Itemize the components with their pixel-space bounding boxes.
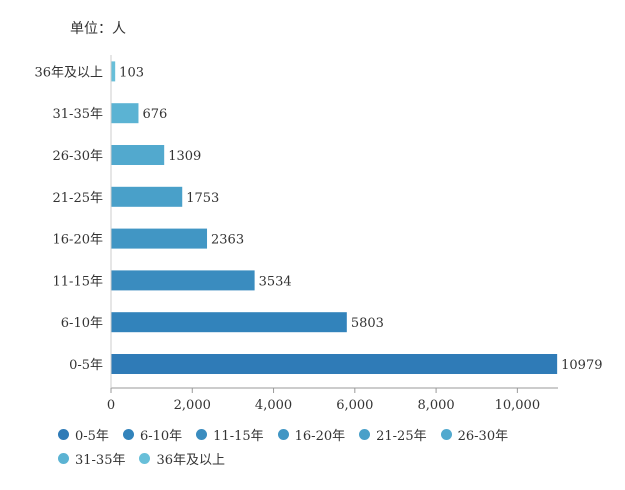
legend-item[interactable]: 11-15年 bbox=[196, 425, 264, 444]
legend-label: 11-15年 bbox=[213, 428, 264, 444]
value-label: 103 bbox=[119, 65, 144, 80]
legend-item[interactable]: 36年及以上 bbox=[139, 449, 226, 468]
legend-dot-icon bbox=[58, 452, 69, 464]
bar-31-35年[interactable] bbox=[111, 103, 139, 124]
legend-dot-icon bbox=[139, 452, 151, 464]
legend-dot-icon bbox=[277, 428, 289, 440]
value-label: 5803 bbox=[351, 316, 384, 331]
bar-6-10年[interactable] bbox=[111, 312, 347, 333]
value-label: 1309 bbox=[168, 149, 201, 164]
category-label: 36年及以上 bbox=[34, 65, 103, 80]
x-tick-label: 6,000 bbox=[336, 398, 373, 413]
legend-item[interactable]: 21-25年 bbox=[359, 425, 427, 444]
bar-26-30年[interactable] bbox=[111, 145, 165, 165]
category-label: 6-10年 bbox=[61, 316, 103, 331]
bar-21-25年[interactable] bbox=[111, 186, 183, 207]
x-tick-label: 4,000 bbox=[255, 398, 292, 413]
category-label: 16-20年 bbox=[53, 233, 103, 248]
category-label: 26-30年 bbox=[53, 149, 103, 164]
legend-label: 6-10年 bbox=[139, 428, 183, 444]
value-label: 1753 bbox=[186, 191, 219, 206]
legend-dot-icon bbox=[58, 428, 69, 440]
legend: 0-5年 6-10年 11-15年 16-20年 21-25年 26-30年 31-35年 3… bbox=[58, 425, 598, 468]
legend-dot-icon bbox=[440, 428, 452, 440]
legend-item[interactable]: 6-10年 bbox=[122, 425, 183, 444]
value-label: 10979 bbox=[561, 358, 602, 373]
legend-item[interactable]: 26-30年 bbox=[440, 425, 509, 444]
unit-label: 单位：人 bbox=[70, 21, 126, 37]
legend-item[interactable]: 16-20年 bbox=[277, 425, 346, 444]
value-label: 2363 bbox=[211, 233, 244, 248]
legend-item[interactable]: 0-5年 bbox=[58, 425, 109, 444]
legend-dot-icon bbox=[359, 428, 371, 440]
value-label: 3534 bbox=[259, 274, 292, 289]
bar-36年及以上[interactable] bbox=[111, 61, 116, 82]
x-tick-label: 8,000 bbox=[417, 398, 454, 413]
legend-label: 36年及以上 bbox=[156, 452, 226, 468]
category-label: 21-25年 bbox=[53, 191, 103, 206]
value-label: 676 bbox=[142, 107, 167, 122]
legend-label: 21-25年 bbox=[376, 428, 427, 444]
bar-0-5年[interactable] bbox=[111, 354, 558, 374]
category-label: 11-15年 bbox=[53, 274, 103, 289]
legend-label: 31-35年 bbox=[75, 452, 126, 468]
x-tick-label: 10,000 bbox=[495, 398, 541, 413]
bar-chart: 0-5年 6-10年 11-15年 16-20年 21-25年 26-30年 31-35年 3… bbox=[34, 55, 603, 413]
category-label: 31-35年 bbox=[53, 107, 103, 122]
x-tick-label: 0 bbox=[107, 398, 115, 413]
legend-label: 16-20年 bbox=[294, 428, 346, 444]
x-tick-label: 2,000 bbox=[174, 398, 211, 413]
legend-label: 0-5年 bbox=[75, 428, 109, 444]
bar-11-15年[interactable] bbox=[111, 270, 255, 291]
legend-dot-icon bbox=[196, 428, 208, 440]
legend-label: 26-30年 bbox=[457, 428, 509, 444]
bar-16-20年[interactable] bbox=[111, 228, 208, 249]
category-label: 0-5年 bbox=[69, 358, 103, 373]
legend-item[interactable]: 31-35年 bbox=[58, 449, 126, 468]
legend-dot-icon bbox=[122, 428, 134, 440]
